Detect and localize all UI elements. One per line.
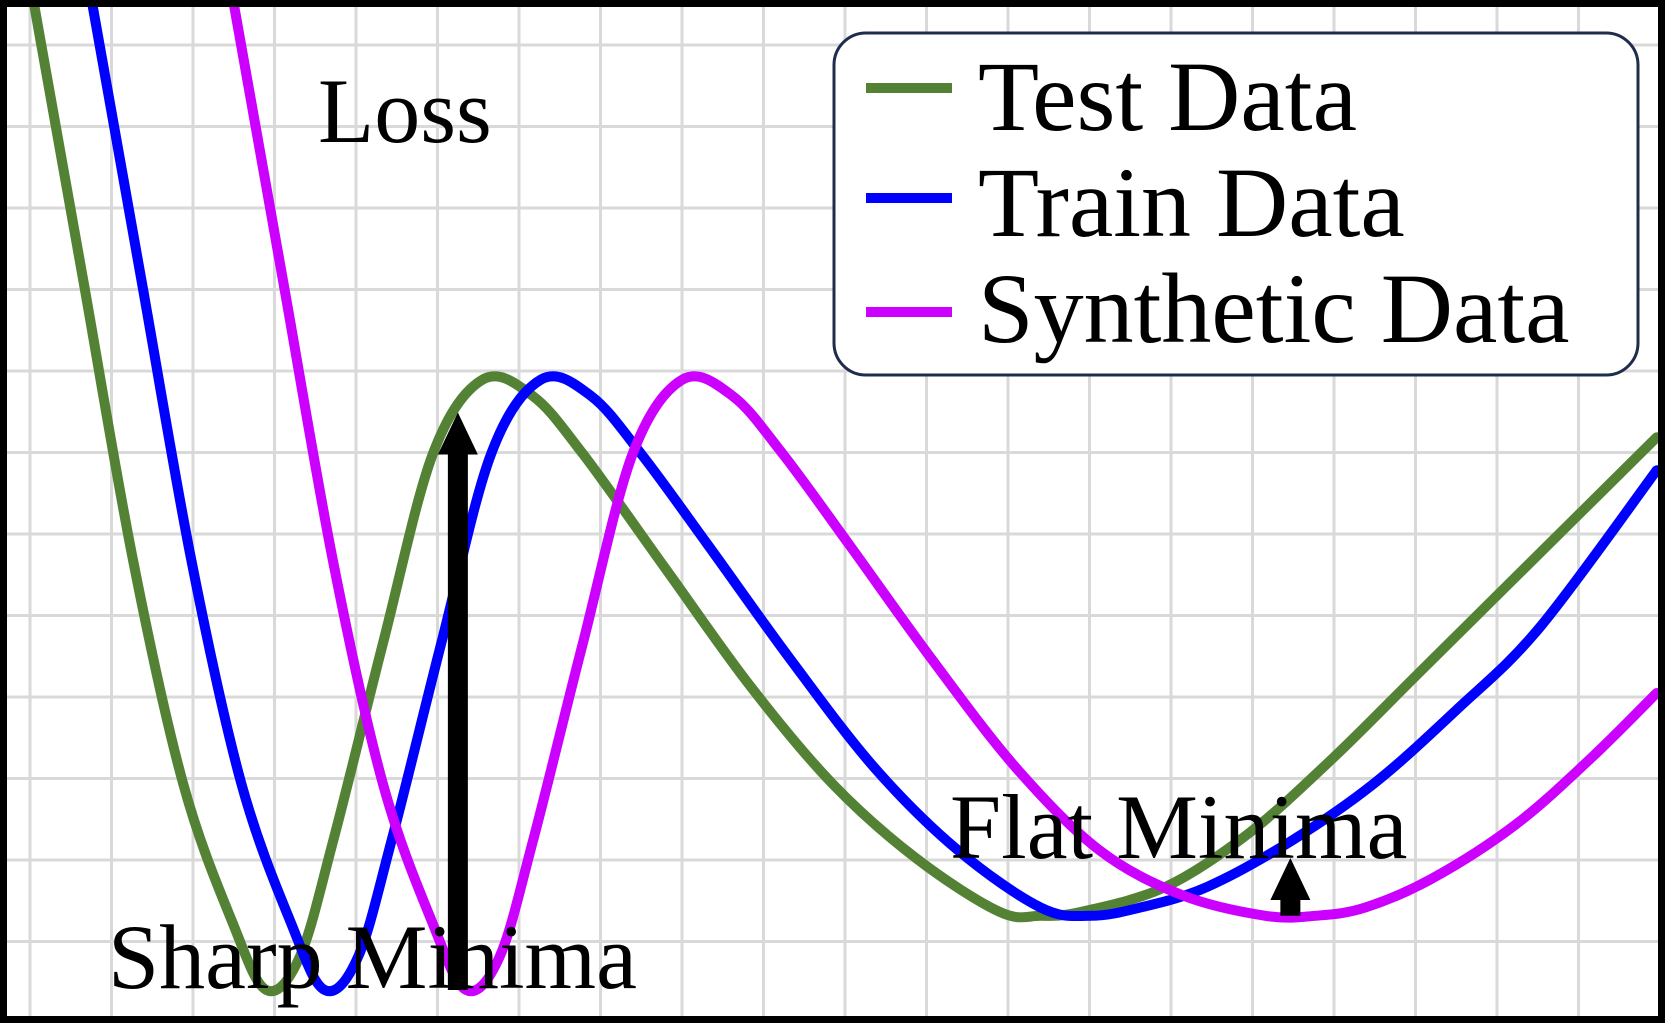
series-line-synthetic-data — [228, 0, 1662, 997]
arrow-head-sharp-minima-gap — [437, 412, 478, 455]
series-line-test-data — [28, 0, 1662, 997]
sharp-minima-label: Sharp Minima — [108, 906, 637, 1008]
legend-label-train-data: Train Data — [978, 147, 1405, 258]
legend: Test Data Train Data Synthetic Data — [832, 31, 1640, 377]
series-line-train-data — [86, 0, 1662, 997]
y-axis-label: Loss — [318, 60, 492, 162]
curves — [28, 0, 1662, 997]
legend-label-synthetic-data: Synthetic Data — [978, 253, 1570, 364]
arrows — [437, 412, 1311, 990]
arrow-head-flat-minima-gap — [1270, 858, 1311, 900]
legend-label-test-data: Test Data — [978, 41, 1357, 152]
flat-minima-label: Flat Minima — [950, 776, 1407, 878]
legend-box — [832, 31, 1640, 377]
